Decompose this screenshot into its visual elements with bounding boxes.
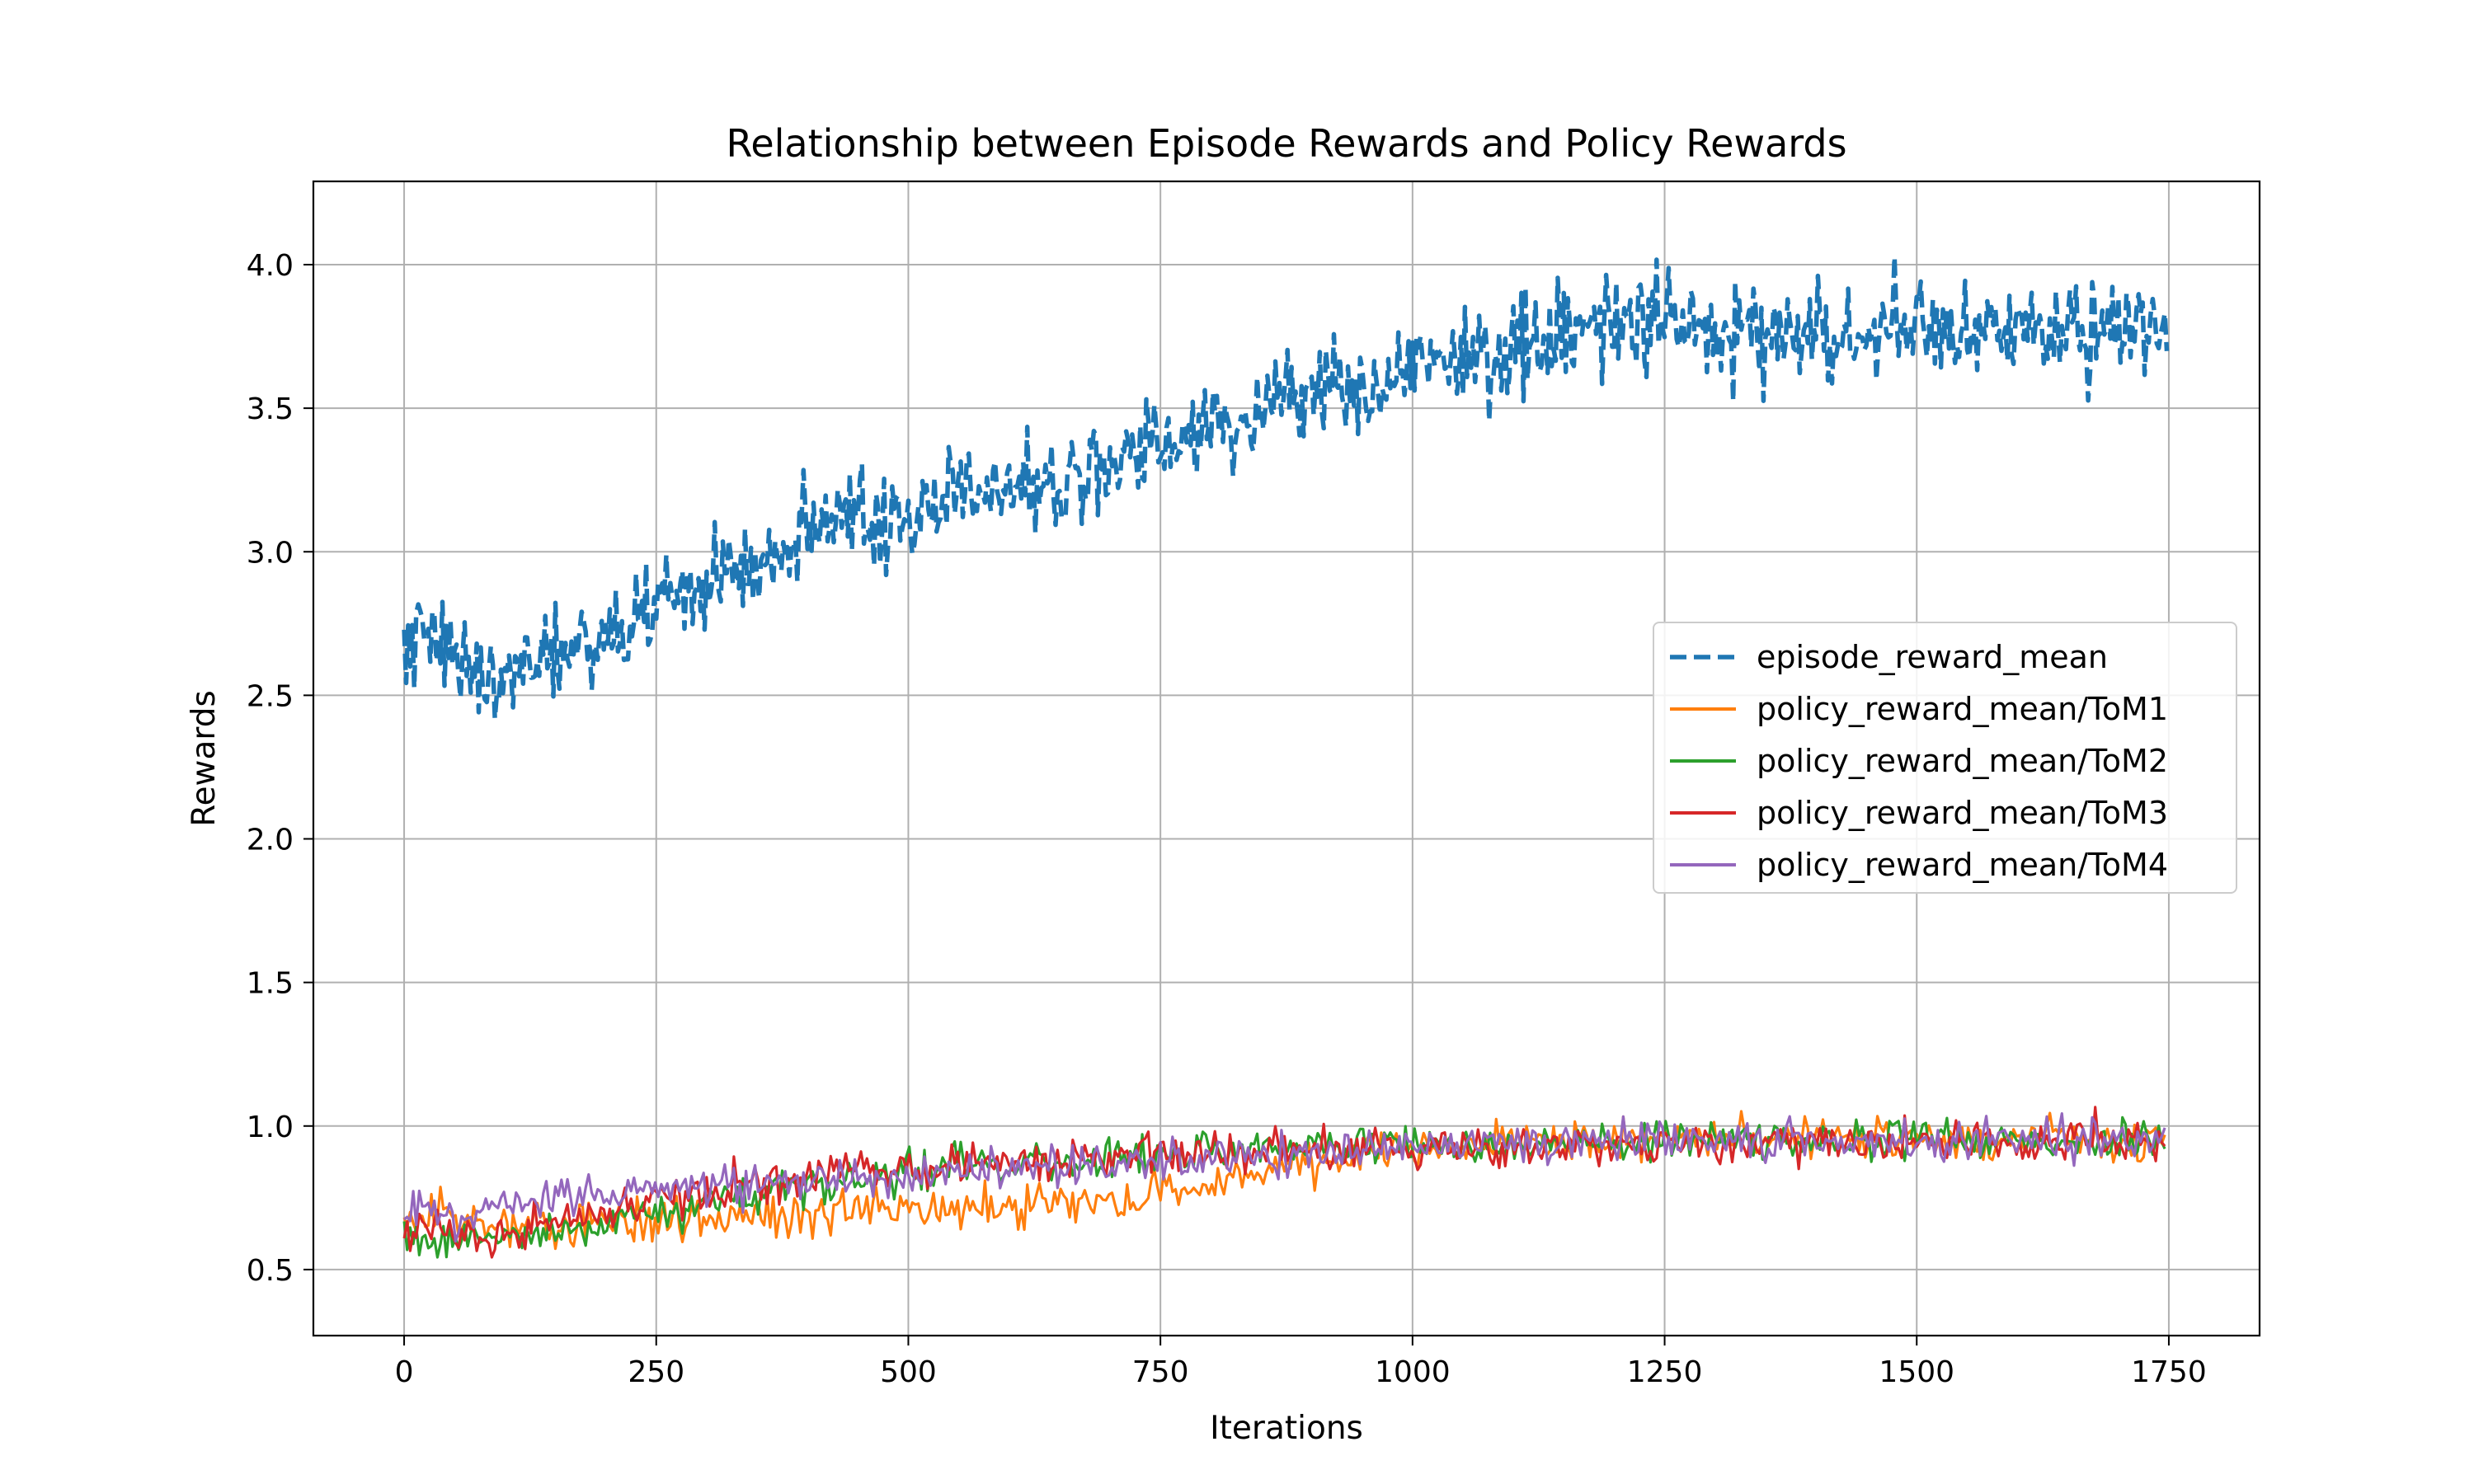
y-tick-label: 4.0 xyxy=(247,249,294,283)
x-tick-label: 750 xyxy=(1132,1355,1189,1389)
y-axis-label: Rewards xyxy=(186,690,223,827)
y-tick-label: 3.0 xyxy=(247,536,294,570)
series-line-episode-reward-mean xyxy=(402,254,2170,721)
x-tick-label: 1500 xyxy=(1879,1355,1954,1389)
x-tick-label: 0 xyxy=(395,1355,414,1389)
series-line-policy-reward-mean-tom4 xyxy=(403,1111,2166,1243)
legend-box xyxy=(1653,622,2237,894)
legend-label: policy_reward_mean/ToM1 xyxy=(1757,691,2168,727)
legend-label: policy_reward_mean/ToM2 xyxy=(1757,743,2168,779)
x-tick-label: 1250 xyxy=(1627,1355,1703,1389)
x-tick-label: 1750 xyxy=(2131,1355,2207,1389)
legend: episode_reward_mean policy_reward_mean/To… xyxy=(1653,622,2237,894)
y-tick-label: 2.0 xyxy=(247,824,294,857)
legend-label: episode_reward_mean xyxy=(1757,639,2108,675)
legend-label: policy_reward_mean/ToM3 xyxy=(1757,795,2168,831)
y-tick-label: 2.5 xyxy=(247,679,294,713)
chart-title: Relationship between Episode Rewards and… xyxy=(726,121,1846,166)
legend-label: policy_reward_mean/ToM4 xyxy=(1757,847,2168,883)
y-tick-label: 1.0 xyxy=(247,1111,294,1144)
x-tick-label: 500 xyxy=(880,1355,937,1389)
plot-frame xyxy=(312,180,2261,1337)
x-tick-label: 1000 xyxy=(1375,1355,1451,1389)
x-tick-label: 250 xyxy=(628,1355,684,1389)
grid xyxy=(313,181,2260,1336)
y-tick-label: 3.5 xyxy=(247,392,294,426)
y-tick-label: 0.5 xyxy=(247,1254,294,1288)
series-layer xyxy=(402,254,2170,1259)
ticks: 0 250 500 750 1000 1250 1500 1750 0.5 1.0 1.5 2.0 2.… xyxy=(247,249,2207,1389)
x-axis-label: Iterations xyxy=(1210,1410,1363,1447)
y-tick-label: 1.5 xyxy=(247,967,294,1001)
